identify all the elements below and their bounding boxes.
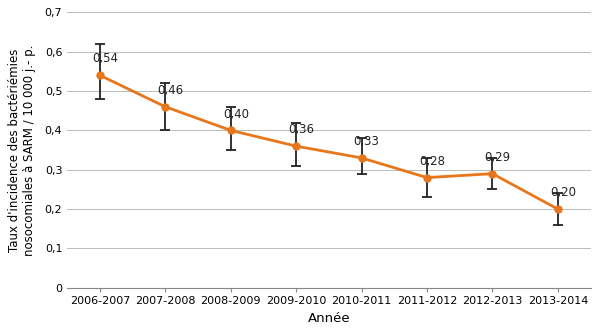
Text: 0,54: 0,54 bbox=[92, 53, 118, 66]
Y-axis label: Taux d'incidence des bactériémies
nosocomiales à SARM / 10 000 j.- p.: Taux d'incidence des bactériémies nosoco… bbox=[8, 44, 37, 256]
Text: 0,28: 0,28 bbox=[419, 155, 445, 168]
Text: 0,40: 0,40 bbox=[223, 108, 249, 121]
Text: 0,33: 0,33 bbox=[354, 135, 380, 148]
Text: 0,29: 0,29 bbox=[485, 151, 511, 164]
Text: 0,46: 0,46 bbox=[157, 84, 184, 97]
Text: 0,36: 0,36 bbox=[288, 123, 314, 136]
Text: 0,20: 0,20 bbox=[550, 186, 576, 199]
X-axis label: Année: Année bbox=[308, 312, 350, 325]
